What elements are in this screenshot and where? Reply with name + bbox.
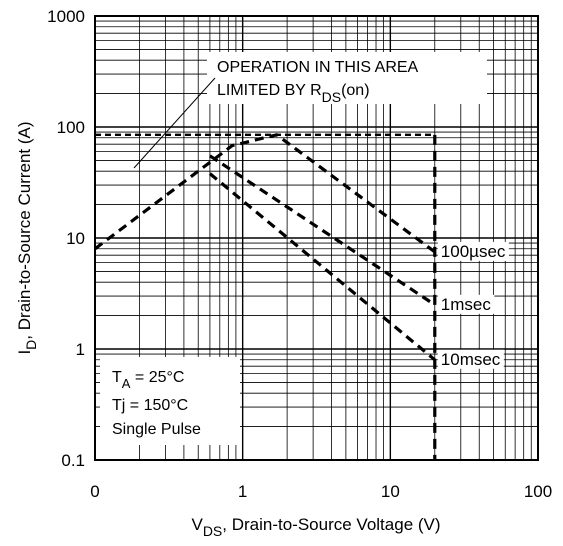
condition-ta-prefix: T: [112, 369, 122, 386]
x-tick-label: 10: [381, 482, 400, 501]
x-tick-label: 1: [238, 482, 247, 501]
curves: [94, 133, 437, 460]
condition-ta-subscript: A: [122, 376, 131, 391]
series-label: 100µsec: [441, 242, 506, 261]
annotation-rds-subscript: DS: [322, 89, 341, 105]
y-axis-title: ID, Drain-to-Source Current (A): [15, 121, 39, 354]
annotation-background: [207, 52, 487, 104]
series-label-background: [437, 294, 495, 314]
series-label-background: [437, 349, 504, 369]
y-axis-title-subscript: D: [23, 340, 39, 350]
condition-ta-suffix: = 25°C: [130, 369, 184, 386]
y-tick-label: 0.1: [61, 451, 85, 470]
y-tick-label: 100: [57, 118, 85, 137]
annotation-line-1: OPERATION IN THIS AREA: [217, 59, 419, 76]
x-tick-label: 100: [524, 482, 552, 501]
x-axis-title-rest: , Drain-to-Source Voltage (V): [222, 515, 440, 534]
series-label-background: [437, 241, 509, 261]
y-tick-label: 10: [66, 229, 85, 248]
condition-ta: TA = 25°C: [112, 369, 184, 391]
y-axis-title-rest: , Drain-to-Source Current (A): [15, 121, 34, 339]
conditions-background: [100, 357, 240, 445]
series-line-1: [94, 133, 436, 254]
annotation-rds-prefix: LIMITED BY R: [217, 82, 322, 99]
series-label: 10msec: [441, 350, 501, 369]
annotation-pointer: [133, 77, 216, 169]
x-axis-title-subscript: DS: [203, 523, 222, 539]
annotation-line-2: LIMITED BY RDS(on): [217, 82, 370, 105]
condition-tj: Tj = 150°C: [112, 397, 188, 414]
condition-pulse: Single Pulse: [112, 421, 201, 438]
plot-border: [94, 15, 539, 461]
annotation-rds-suffix: (on): [341, 82, 369, 99]
labels: 0 1 10 100 0.1 1 10 100 1000 100µsec 1msec 10msec: [47, 7, 552, 501]
series-line-3: [208, 172, 436, 362]
x-tick-label: 0: [90, 482, 99, 501]
series-label: 1msec: [441, 295, 492, 314]
x-axis-title: VDS, Drain-to-Source Voltage (V): [191, 515, 440, 539]
x-axis-title-prefix: V: [191, 515, 203, 534]
y-tick-label: 1: [76, 340, 85, 359]
y-tick-label: 1000: [47, 7, 85, 26]
y-axis-title-prefix: I: [15, 350, 34, 355]
